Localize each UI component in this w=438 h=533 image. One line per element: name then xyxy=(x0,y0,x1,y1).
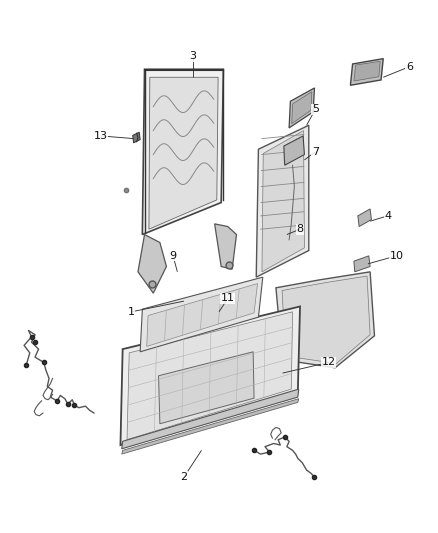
Text: 13: 13 xyxy=(94,131,108,141)
Polygon shape xyxy=(358,209,371,227)
Text: 7: 7 xyxy=(312,147,319,157)
Polygon shape xyxy=(256,125,309,277)
Polygon shape xyxy=(262,131,304,272)
Polygon shape xyxy=(350,59,383,85)
Text: 1: 1 xyxy=(128,307,135,317)
Text: 11: 11 xyxy=(221,294,235,303)
Polygon shape xyxy=(133,132,140,143)
Polygon shape xyxy=(159,352,254,424)
Polygon shape xyxy=(140,277,263,352)
Polygon shape xyxy=(127,312,293,440)
Polygon shape xyxy=(284,136,304,165)
Polygon shape xyxy=(292,92,312,124)
Text: 4: 4 xyxy=(384,211,391,221)
Text: 2: 2 xyxy=(180,472,187,482)
Text: 10: 10 xyxy=(389,251,403,261)
Polygon shape xyxy=(282,276,370,364)
Polygon shape xyxy=(138,235,166,293)
Polygon shape xyxy=(147,284,258,346)
Text: 8: 8 xyxy=(297,224,304,234)
Polygon shape xyxy=(122,389,299,449)
Polygon shape xyxy=(276,272,374,368)
Text: 6: 6 xyxy=(406,62,413,71)
Polygon shape xyxy=(215,224,237,269)
Text: 5: 5 xyxy=(312,104,319,114)
Text: 9: 9 xyxy=(170,251,177,261)
Polygon shape xyxy=(354,61,380,81)
Polygon shape xyxy=(289,88,314,128)
Text: 12: 12 xyxy=(321,358,336,367)
Polygon shape xyxy=(120,306,300,445)
Polygon shape xyxy=(122,399,299,454)
Text: 3: 3 xyxy=(189,51,196,61)
Polygon shape xyxy=(142,69,223,235)
Polygon shape xyxy=(149,77,218,229)
Polygon shape xyxy=(354,256,370,272)
